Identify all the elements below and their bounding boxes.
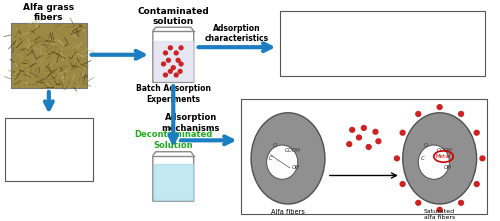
Text: Metal: Metal [436, 154, 451, 159]
Circle shape [176, 58, 180, 62]
Circle shape [174, 51, 178, 55]
Circle shape [166, 58, 170, 62]
Circle shape [458, 112, 464, 116]
Text: O: O [272, 143, 276, 148]
Text: Adsorption
mechanisms: Adsorption mechanisms [162, 113, 220, 133]
Circle shape [350, 128, 354, 132]
Ellipse shape [251, 113, 325, 204]
Circle shape [168, 46, 172, 50]
Text: O: O [424, 143, 428, 148]
Text: • SEM: • SEM [12, 132, 35, 141]
Circle shape [394, 156, 400, 161]
FancyBboxPatch shape [280, 11, 485, 76]
Circle shape [474, 182, 479, 187]
Text: Saturated
alfa fibers: Saturated alfa fibers [424, 209, 456, 219]
Circle shape [179, 46, 183, 50]
Circle shape [179, 62, 183, 66]
Circle shape [164, 73, 168, 77]
Circle shape [356, 135, 362, 140]
Text: C: C [420, 156, 424, 161]
Ellipse shape [402, 113, 476, 204]
Text: Characterization: Characterization [10, 120, 88, 129]
Circle shape [162, 62, 166, 66]
Ellipse shape [266, 145, 298, 179]
Circle shape [474, 130, 479, 135]
Text: • Isotherm adsorption: • Isotherm adsorption [288, 43, 372, 52]
Text: • ATG/DSC: • ATG/DSC [12, 160, 52, 169]
Text: OH: OH [444, 165, 452, 170]
Polygon shape [153, 152, 194, 201]
Circle shape [362, 126, 366, 130]
Text: Contaminated
solution: Contaminated solution [138, 7, 209, 26]
Polygon shape [154, 164, 192, 200]
Text: C: C [268, 156, 272, 161]
Text: (Pseudo second-order model): (Pseudo second-order model) [295, 34, 408, 43]
Text: Alfa grass
fibers: Alfa grass fibers [24, 3, 74, 23]
Circle shape [347, 142, 352, 147]
Circle shape [437, 105, 442, 109]
Circle shape [168, 69, 172, 73]
FancyBboxPatch shape [11, 23, 86, 88]
Circle shape [376, 139, 381, 144]
Circle shape [480, 156, 485, 161]
Circle shape [400, 130, 405, 135]
Polygon shape [153, 27, 194, 82]
Circle shape [416, 112, 420, 116]
Text: • BET: • BET [12, 151, 34, 160]
Text: (Langmuir, Freundlich, and Temkin models): (Langmuir, Freundlich, and Temkin models… [295, 53, 460, 62]
Circle shape [400, 182, 405, 187]
Text: • Adsorption kinetics: • Adsorption kinetics [288, 24, 368, 33]
Text: Adsorption
characteristics: Adsorption characteristics [205, 24, 269, 43]
Text: Decontaminated
Solution: Decontaminated Solution [134, 130, 212, 150]
Circle shape [437, 207, 442, 212]
Text: • FTIR: • FTIR [12, 141, 36, 150]
Text: Batch Adsorption
Experiments: Batch Adsorption Experiments [136, 84, 211, 104]
Text: COOH: COOH [285, 148, 301, 153]
Text: COOH: COOH [436, 148, 452, 153]
Polygon shape [154, 41, 192, 81]
FancyBboxPatch shape [241, 99, 487, 214]
Circle shape [366, 145, 371, 149]
Circle shape [174, 73, 178, 77]
Circle shape [172, 66, 175, 70]
Circle shape [164, 51, 168, 55]
Text: OH: OH [292, 165, 300, 170]
Circle shape [416, 200, 420, 205]
Text: Adsorption: Adsorption [347, 169, 381, 173]
Circle shape [458, 200, 464, 205]
Text: Alfa fibers: Alfa fibers [271, 209, 305, 215]
Circle shape [178, 69, 182, 73]
Ellipse shape [418, 145, 450, 179]
Circle shape [373, 129, 378, 134]
Text: • XDR: • XDR [12, 170, 36, 179]
Text: Metal ion
solution: Metal ion solution [346, 122, 383, 135]
FancyBboxPatch shape [4, 118, 93, 181]
